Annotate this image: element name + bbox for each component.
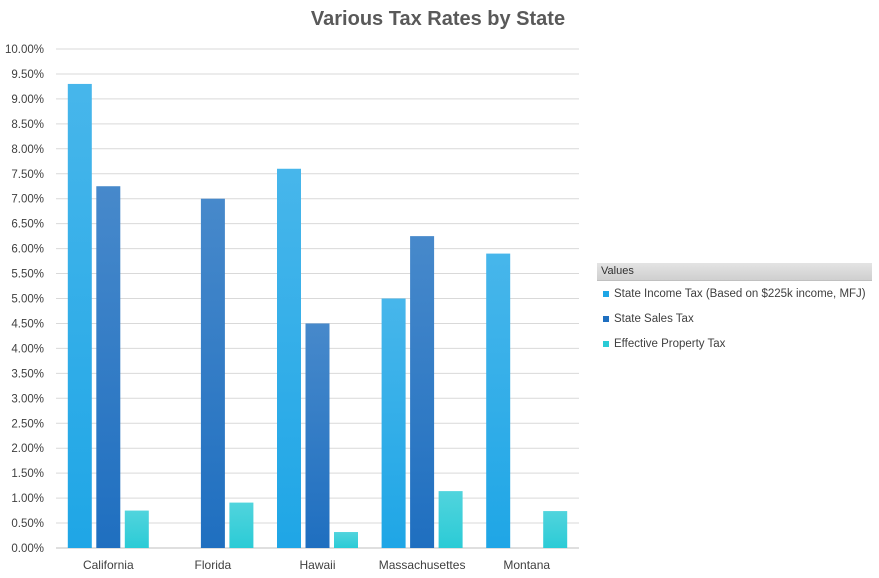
bar-montana-series-3[interactable] (543, 511, 568, 548)
bars (67, 83, 568, 549)
legend-item[interactable]: Effective Property Tax (597, 331, 872, 356)
x-category-label: Florida (195, 558, 232, 572)
y-tick-label: 6.50% (11, 219, 44, 231)
x-category-label: California (83, 558, 134, 572)
legend-items: State Income Tax (Based on $225k income,… (597, 281, 872, 356)
legend-label: Effective Property Tax (614, 337, 726, 350)
y-tick-label: 7.00% (11, 194, 44, 206)
bar-montana-series-1[interactable] (486, 253, 511, 548)
y-tick-label: 5.00% (11, 294, 44, 306)
y-tick-label: 1.50% (11, 468, 44, 480)
legend-item[interactable]: State Income Tax (Based on $225k income,… (597, 281, 872, 306)
bar-massachusettes-series-2[interactable] (410, 236, 435, 548)
x-category-label: Massachusettes (379, 558, 466, 572)
y-tick-label: 9.50% (11, 69, 44, 81)
chart-title: Various Tax Rates by State (311, 8, 565, 30)
bar-hawaii-series-2[interactable] (305, 323, 330, 548)
y-tick-label: 1.00% (11, 493, 44, 505)
y-tick-label: 5.50% (11, 269, 44, 281)
y-tick-label: 3.00% (11, 393, 44, 405)
y-tick-label: 7.50% (11, 169, 44, 181)
bar-florida-series-2[interactable] (200, 198, 225, 548)
y-axis-ticks: 0.00% 0.50% 1.00% 1.50% 2.00% 2.50% 3.00% 3.50%… (5, 44, 44, 555)
y-tick-label: 0.00% (11, 543, 44, 555)
bar-hawaii-series-3[interactable] (334, 532, 358, 548)
legend-label: State Income Tax (Based on $225k income,… (614, 287, 866, 300)
x-category-label: Hawaii (299, 558, 335, 572)
legend-label: State Sales Tax (614, 312, 694, 325)
y-tick-label: 9.00% (11, 94, 44, 106)
y-tick-label: 8.50% (11, 119, 44, 131)
y-tick-label: 6.00% (11, 244, 44, 256)
legend-swatch-icon (603, 315, 609, 322)
y-tick-label: 2.50% (11, 418, 44, 430)
x-category-label: Montana (503, 558, 550, 572)
bar-hawaii-series-1[interactable] (277, 168, 301, 548)
bar-florida-series-3[interactable] (229, 502, 254, 548)
legend-swatch-icon (603, 340, 609, 347)
y-tick-label: 0.50% (11, 518, 44, 530)
bar-massachusettes-series-3[interactable] (438, 491, 463, 548)
bar-california-series-1[interactable] (67, 83, 92, 549)
bar-massachusettes-series-1[interactable] (381, 298, 406, 549)
bar-california-series-3[interactable] (124, 510, 149, 548)
x-axis-categories: California Florida Hawaii Massachusettes Mon… (83, 558, 550, 572)
legend-item[interactable]: State Sales Tax (597, 306, 872, 331)
y-tick-label: 4.00% (11, 343, 44, 355)
y-tick-label: 4.50% (11, 318, 44, 330)
y-tick-label: 8.00% (11, 144, 44, 156)
legend-swatch-icon (603, 290, 609, 297)
y-tick-label: 2.00% (11, 443, 44, 455)
legend-title[interactable]: Values (597, 263, 872, 281)
bar-california-series-2[interactable] (96, 186, 121, 548)
y-tick-label: 3.50% (11, 368, 44, 380)
y-tick-label: 10.00% (5, 44, 44, 56)
legend: Values State Income Tax (Based on $225k … (597, 263, 872, 356)
